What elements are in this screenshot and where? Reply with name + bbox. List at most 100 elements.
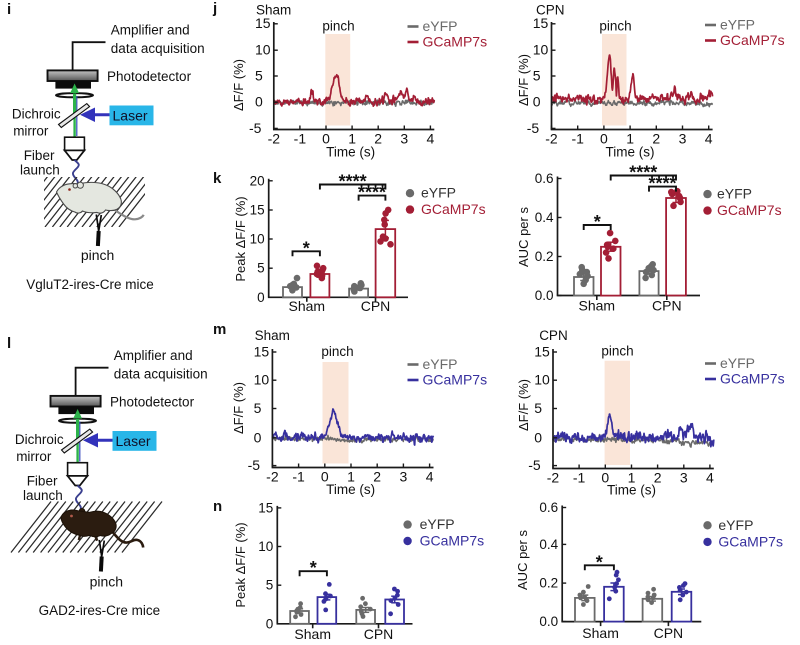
svg-text:n: n (213, 498, 222, 515)
svg-text:5: 5 (534, 400, 542, 416)
svg-text:k: k (213, 170, 222, 187)
svg-text:0: 0 (255, 94, 263, 110)
svg-text:eYFP: eYFP (720, 17, 755, 33)
svg-text:0: 0 (257, 290, 265, 305)
svg-text:2: 2 (373, 469, 381, 485)
svg-text:eYFP: eYFP (717, 186, 752, 202)
svg-text:CPN: CPN (361, 298, 391, 314)
svg-text:-2: -2 (268, 131, 281, 147)
svg-text:Photodetector: Photodetector (110, 395, 195, 410)
svg-text:ΔF/F (%): ΔF/F (%) (231, 382, 246, 434)
svg-text:Dichroic: Dichroic (12, 107, 61, 122)
svg-text:pinch: pinch (601, 344, 633, 359)
svg-text:i: i (7, 1, 11, 18)
svg-text:0: 0 (600, 131, 608, 147)
svg-text:-5: -5 (249, 120, 262, 136)
svg-text:20: 20 (250, 173, 265, 188)
svg-text:VgluT2-ires-Cre mice: VgluT2-ires-Cre mice (26, 277, 154, 292)
svg-text:GCaMP7s: GCaMP7s (420, 533, 485, 549)
svg-text:GCaMP7s: GCaMP7s (718, 533, 783, 549)
svg-text:GCaMP7s: GCaMP7s (720, 371, 785, 387)
svg-text:0: 0 (601, 470, 609, 486)
svg-text:Time (s): Time (s) (607, 483, 656, 498)
svg-text:ΔF/F (%): ΔF/F (%) (516, 54, 531, 106)
svg-text:-1: -1 (571, 131, 584, 147)
svg-text:GCaMP7s: GCaMP7s (720, 32, 785, 48)
svg-text:2: 2 (652, 131, 660, 147)
svg-text:*: * (310, 558, 317, 578)
svg-text:0: 0 (321, 469, 329, 485)
svg-text:pinch: pinch (90, 574, 123, 590)
svg-text:CPN: CPN (654, 625, 684, 641)
svg-text:0.6: 0.6 (539, 500, 558, 515)
svg-text:Fiber: Fiber (27, 474, 58, 489)
svg-text:eYFP: eYFP (423, 356, 458, 372)
svg-text:Amplifier and: Amplifier and (111, 23, 190, 38)
svg-text:Time (s): Time (s) (606, 144, 655, 159)
svg-text:Peak ΔF/F (%): Peak ΔF/F (%) (233, 196, 248, 281)
svg-text:mirror: mirror (13, 124, 49, 139)
svg-text:****: **** (629, 163, 657, 183)
svg-text:10: 10 (250, 232, 265, 247)
svg-text:pinch: pinch (599, 19, 631, 34)
svg-text:0.0: 0.0 (535, 288, 554, 303)
svg-text:****: **** (358, 183, 386, 203)
svg-text:3: 3 (680, 470, 688, 486)
svg-text:5: 5 (255, 68, 263, 84)
svg-text:0.6: 0.6 (535, 171, 554, 186)
svg-text:CPN: CPN (652, 298, 682, 314)
svg-text:0: 0 (533, 94, 541, 110)
svg-text:Peak ΔF/F (%): Peak ΔF/F (%) (233, 522, 248, 607)
svg-text:l: l (7, 335, 11, 352)
svg-text:2: 2 (654, 470, 662, 486)
svg-text:-2: -2 (545, 131, 558, 147)
svg-text:GCaMP7s: GCaMP7s (423, 372, 488, 388)
svg-text:Laser: Laser (116, 433, 151, 449)
svg-text:10: 10 (255, 42, 271, 58)
svg-text:-1: -1 (292, 469, 305, 485)
svg-text:GAD2-ires-Cre mice: GAD2-ires-Cre mice (39, 603, 161, 618)
svg-text:10: 10 (258, 539, 273, 554)
svg-text:Time (s): Time (s) (326, 482, 375, 497)
svg-text:GCaMP7s: GCaMP7s (717, 202, 782, 218)
svg-text:5: 5 (266, 578, 274, 593)
svg-text:CPN: CPN (364, 626, 394, 642)
svg-text:0.0: 0.0 (539, 614, 558, 629)
svg-text:4: 4 (705, 131, 713, 147)
svg-text:2: 2 (374, 131, 382, 147)
svg-text:eYFP: eYFP (420, 516, 455, 532)
svg-text:****: **** (339, 172, 367, 192)
svg-text:15: 15 (533, 15, 549, 31)
svg-text:Sham: Sham (256, 3, 291, 18)
svg-text:1: 1 (347, 469, 355, 485)
svg-text:AUC per s: AUC per s (515, 530, 530, 590)
svg-text:Laser: Laser (113, 108, 148, 124)
svg-text:Photodetector: Photodetector (107, 69, 192, 84)
svg-text:5: 5 (257, 261, 265, 276)
svg-text:1: 1 (626, 131, 634, 147)
svg-text:pinch: pinch (81, 247, 114, 263)
svg-text:4: 4 (426, 469, 434, 485)
svg-text:ΔF/F (%): ΔF/F (%) (231, 59, 246, 111)
svg-text:15: 15 (250, 203, 265, 218)
svg-text:-1: -1 (294, 131, 307, 147)
svg-text:m: m (213, 321, 226, 338)
svg-text:Sham: Sham (255, 328, 290, 343)
svg-text:0.2: 0.2 (539, 576, 558, 591)
svg-text:-2: -2 (266, 469, 279, 485)
svg-text:1: 1 (628, 470, 636, 486)
svg-text:4: 4 (427, 131, 435, 147)
svg-text:CPN: CPN (539, 328, 568, 343)
svg-text:data acquisition: data acquisition (114, 367, 208, 382)
svg-text:1: 1 (348, 131, 356, 147)
svg-text:0.4: 0.4 (539, 537, 558, 552)
svg-text:Amplifier and: Amplifier and (114, 348, 193, 363)
svg-text:10: 10 (534, 372, 550, 388)
svg-text:eYFP: eYFP (720, 355, 755, 371)
svg-text:0: 0 (254, 429, 262, 445)
svg-text:10: 10 (533, 42, 549, 58)
svg-text:15: 15 (255, 15, 271, 31)
svg-text:Fiber: Fiber (24, 148, 55, 163)
svg-text:15: 15 (258, 500, 273, 515)
svg-text:0.4: 0.4 (535, 210, 554, 225)
